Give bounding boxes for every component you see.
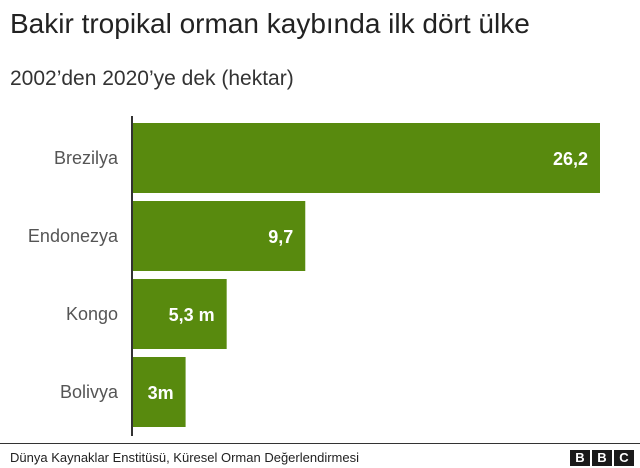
bar-chart: Brezilya 26,2 Endonezya 9,7 Kongo 5,3 m Bolivy…: [28, 116, 600, 436]
footer-divider: [0, 443, 640, 444]
chart-title: Bakir tropikal orman kaybında ilk dört ü…: [10, 8, 530, 39]
category-label-bolivya: Bolivya: [60, 382, 119, 402]
category-label-kongo: Kongo: [66, 304, 118, 324]
category-label-endonezya: Endonezya: [28, 226, 119, 246]
logo-letter-c: C: [614, 450, 634, 466]
category-label-brezilya: Brezilya: [54, 148, 119, 168]
logo-letter-b1: B: [570, 450, 590, 466]
bbc-logo: B B C: [570, 450, 634, 466]
data-label-endonezya: 9,7: [268, 227, 293, 247]
bar-bolivya: [132, 357, 186, 427]
source-note: Dünya Kaynaklar Enstitüsü, Küresel Orman…: [10, 450, 359, 465]
data-label-kongo: 5,3 m: [169, 305, 215, 325]
logo-letter-b2: B: [592, 450, 612, 466]
bar-brezilya: [132, 123, 600, 193]
data-label-brezilya: 26,2: [553, 149, 588, 169]
bar-kongo: [132, 279, 227, 349]
chart-subtitle: 2002’den 2020’ye dek (hektar): [10, 67, 294, 90]
data-label-bolivya: 3m: [148, 383, 174, 403]
bar-endonezya: [132, 201, 306, 271]
